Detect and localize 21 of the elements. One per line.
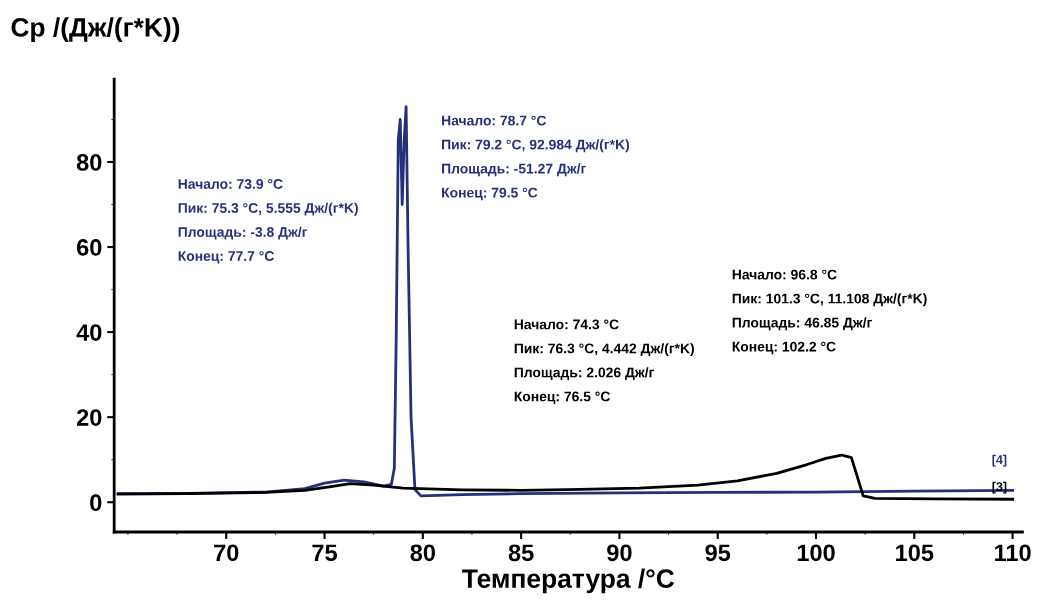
annotation: Начало: 74.3 °C Пик: 76.3 °C, 4.442 Дж/(г*K) Площадь: 2.026 Дж/г Конец: 76.5 °C [514,319,694,404]
series-label: [4] [992,454,1007,467]
annotation: Начало: 96.8 °C Пик: 101.3 °C, 11.108 Дж/(г*K) Площадь: 46.85 Дж/г Конец: 102.2 °C [732,269,927,355]
y-tick-label: 60 [76,239,102,256]
y-tick-label: 80 [76,154,102,171]
x-tick-label: 80 [410,544,435,562]
x-tick-label: 75 [312,544,338,562]
x-tick-label: 100 [797,544,835,562]
x-tick-label: 95 [705,544,731,562]
x-tick-label: 105 [896,544,934,562]
annotation: Начало: 73.9 °C Пик: 75.3 °C, 5.555 Дж/(г*K) Площадь: -3.8 Дж/г Конец: 77.7 °C [178,179,358,264]
y-axis-title: Cp /(Дж/(г*K)) [11,17,180,42]
x-tick-label: 70 [214,544,239,562]
x-tick-label: 110 [995,544,1031,562]
x-tick-label: 90 [607,544,632,562]
y-tick-label: 20 [76,409,102,426]
y-tick-label: 40 [76,324,102,341]
y-tick-label: 0 [90,494,102,512]
x-axis-title: Температура /°C [462,568,675,594]
x-tick-label: 85 [508,544,534,562]
annotation: Начало: 78.7 °C Пик: 79.2 °C, 92.984 Дж/(г*K) Площадь: -51.27 Дж/г Конец: 79.5 °C [442,115,630,201]
